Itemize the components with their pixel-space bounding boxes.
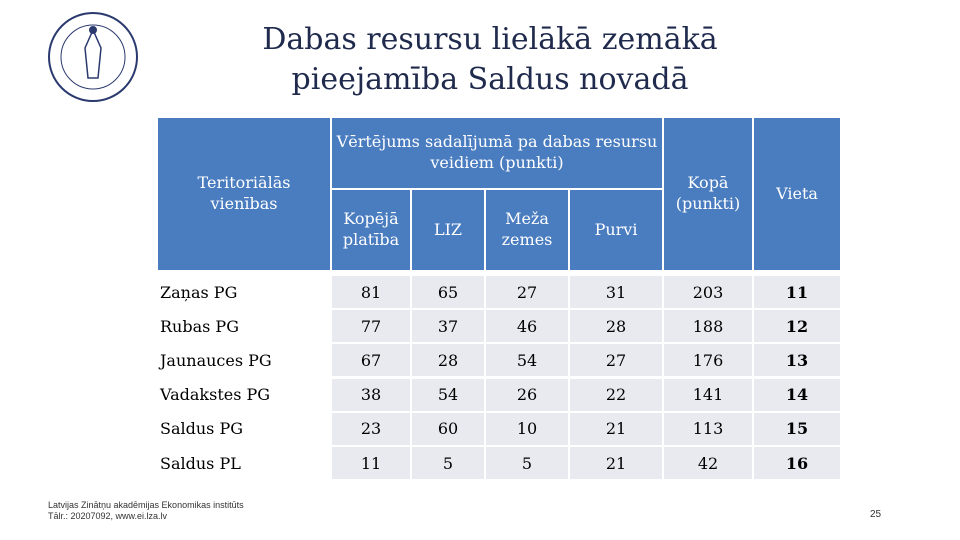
value-cell: 81	[332, 276, 410, 308]
value-cell: 141	[664, 378, 752, 411]
rank-cell: 13	[754, 344, 840, 377]
rank-cell: 14	[754, 378, 840, 411]
value-cell: 27	[570, 344, 662, 377]
rank-cell: 16	[754, 447, 840, 479]
value-cell: 28	[570, 310, 662, 343]
row-label: Rubas PG	[160, 316, 239, 336]
value-cell: 23	[332, 412, 410, 445]
left-header: Teritoriālās vienības	[158, 118, 330, 270]
value-cell: 77	[332, 310, 410, 343]
subheader: Purvi	[570, 190, 662, 270]
rank-header: Vieta	[754, 118, 840, 270]
value-cell: 67	[332, 344, 410, 377]
title-line: Dabas resursu lielākā zemākā	[262, 22, 718, 57]
value-cell: 54	[486, 344, 568, 377]
value-cell: 38	[332, 378, 410, 411]
value-cell: 5	[486, 447, 568, 479]
value-cell: 46	[486, 310, 568, 343]
subheader: Kopējā platība	[332, 190, 410, 270]
value-cell: 5	[412, 447, 484, 479]
row-label: Vadakstes PG	[160, 385, 271, 405]
value-cell: 54	[412, 378, 484, 411]
value-cell: 27	[486, 276, 568, 308]
row-label: Zaņas PG	[160, 282, 238, 302]
row-label: Jaunauces PG	[160, 350, 272, 370]
value-cell: 60	[412, 412, 484, 445]
total-header: Kopā (punkti)	[664, 118, 752, 270]
row-label: Saldus PL	[160, 453, 241, 473]
value-cell: 11	[332, 447, 410, 479]
value-cell: 31	[570, 276, 662, 308]
subheader: Meža zemes	[486, 190, 568, 270]
group-header: Vērtējums sadalījumā pa dabas resursu ve…	[332, 118, 662, 188]
value-cell: 188	[664, 310, 752, 343]
footer-line: Tālr.: 20207092, www.ei.lza.lv	[48, 511, 168, 521]
value-cell: 65	[412, 276, 484, 308]
rank-cell: 12	[754, 310, 840, 343]
value-cell: 42	[664, 447, 752, 479]
value-cell: 37	[412, 310, 484, 343]
value-cell: 21	[570, 447, 662, 479]
value-cell: 113	[664, 412, 752, 445]
footer-line: Latvijas Zinātņu akadēmijas Ekonomikas i…	[48, 500, 244, 510]
value-cell: 10	[486, 412, 568, 445]
row-label: Saldus PG	[160, 419, 244, 439]
value-cell: 176	[664, 344, 752, 377]
rank-cell: 15	[754, 412, 840, 445]
value-cell: 22	[570, 378, 662, 411]
value-cell: 26	[486, 378, 568, 411]
value-cell: 203	[664, 276, 752, 308]
logo	[48, 12, 138, 102]
title-line: pieejamība Saldus novadā	[291, 62, 689, 97]
value-cell: 21	[570, 412, 662, 445]
page-number: 25	[870, 509, 882, 520]
rank-cell: 11	[754, 276, 840, 308]
value-cell: 28	[412, 344, 484, 377]
subheader: LIZ	[412, 190, 484, 270]
